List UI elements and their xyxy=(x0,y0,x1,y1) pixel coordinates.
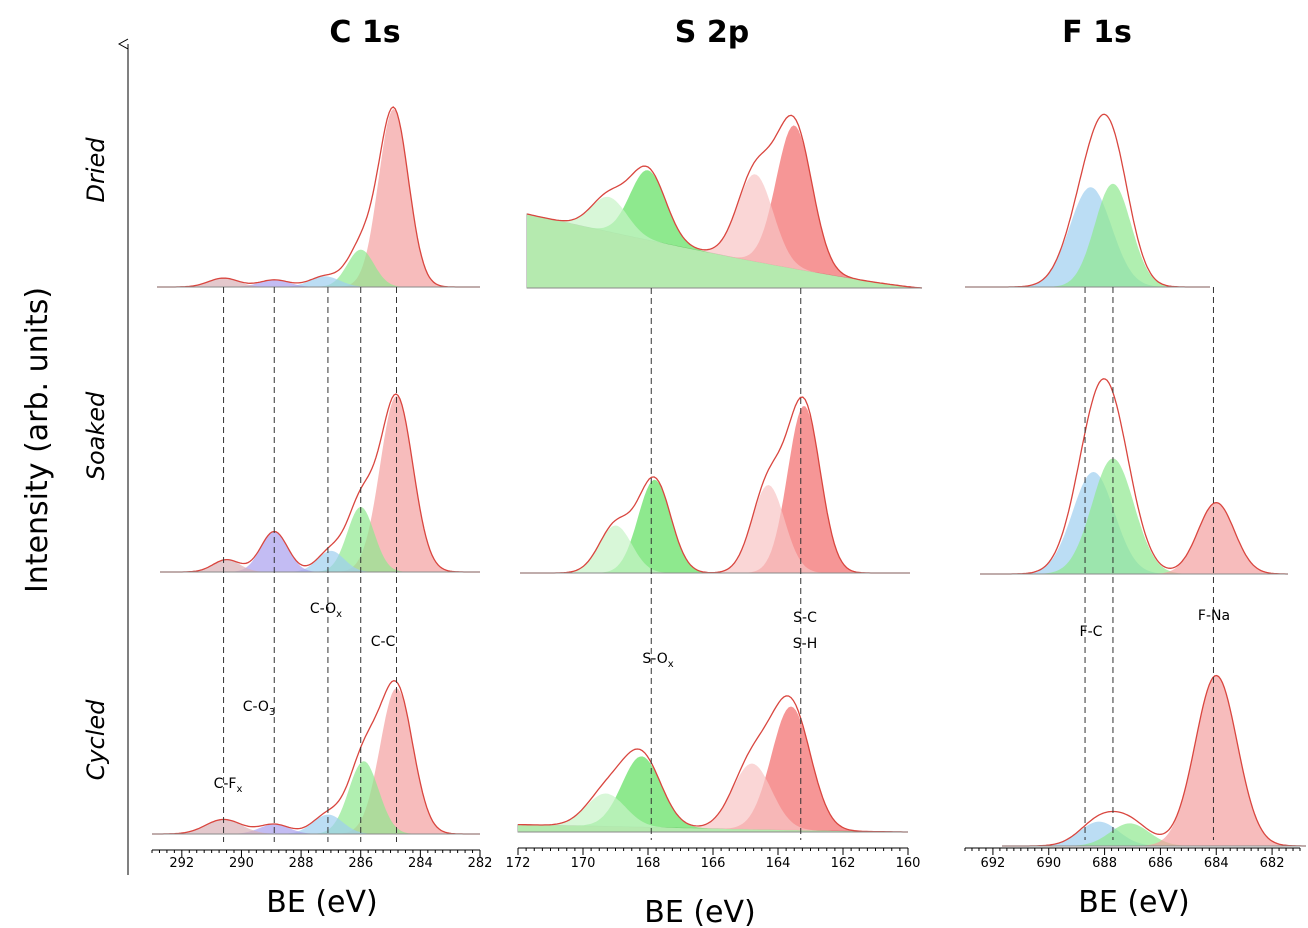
x-tick-label: 160 xyxy=(896,856,921,871)
component-peak xyxy=(965,183,1210,287)
x-tick-label: 164 xyxy=(766,856,791,871)
component-peak xyxy=(152,814,480,834)
spectrum-0-0 xyxy=(157,106,480,288)
spectrum-1-1 xyxy=(520,396,910,574)
component-peak xyxy=(1002,675,1306,846)
spectrum-1-2 xyxy=(517,695,908,833)
peak-label: C-Fx xyxy=(214,776,243,795)
x-tick-label: 282 xyxy=(468,856,493,871)
component-peak xyxy=(520,479,910,573)
x-tick-label: 170 xyxy=(571,856,596,871)
x-axis-label-s2p: BE (eV) xyxy=(644,895,755,928)
fit-envelope xyxy=(520,396,910,574)
x-axis-label-f1s: BE (eV) xyxy=(1078,885,1189,920)
fit-envelope xyxy=(160,393,480,573)
component-peak xyxy=(160,559,480,572)
component-peak xyxy=(157,276,480,287)
component-peak xyxy=(520,485,910,573)
spectrum-0-2 xyxy=(152,680,480,835)
panel-1: 172 170 168 166 164 162 160 S-C S-H S-Ox xyxy=(506,114,923,871)
fit-envelope xyxy=(152,680,480,835)
x-tick-label: 284 xyxy=(408,856,433,871)
fit-envelope xyxy=(518,695,908,833)
row-label-dried: Dried xyxy=(82,137,110,203)
x-tick-label: 688 xyxy=(1092,856,1117,871)
y-axis-label: Intensity (arb. units) xyxy=(20,287,55,593)
component-peak xyxy=(152,688,480,834)
row-label-soaked: Soaked xyxy=(82,391,110,480)
component-peak xyxy=(980,458,1288,574)
x-tick-label: 692 xyxy=(981,856,1006,871)
peak-label: C-C xyxy=(371,634,396,650)
x-tick-label: 168 xyxy=(636,856,661,871)
peak-label: F-Na xyxy=(1198,608,1230,624)
peak-label: C-Ox xyxy=(310,601,342,620)
peak-label: S-H xyxy=(793,636,817,652)
x-tick-label: 288 xyxy=(289,856,314,871)
component-peak xyxy=(160,550,480,572)
x-tick-label: 166 xyxy=(701,856,726,871)
fit-envelope xyxy=(980,378,1288,575)
component-peak xyxy=(965,187,1210,287)
x-tick-label: 682 xyxy=(1260,856,1285,871)
fit-envelope xyxy=(1002,674,1306,847)
peak-label: S-Ox xyxy=(642,651,673,670)
component-peak xyxy=(527,196,922,288)
peak-label: F-C xyxy=(1080,624,1103,640)
x-tick-label: 690 xyxy=(1036,856,1061,871)
spectrum-0-1 xyxy=(160,393,480,573)
spectrum-1-0 xyxy=(526,114,923,289)
spectrum-2-2 xyxy=(1002,674,1306,847)
component-peak xyxy=(520,406,910,573)
panel-title-c1s: C 1s xyxy=(329,15,400,50)
row-label-cycled: Cycled xyxy=(82,699,110,781)
component-peak xyxy=(520,525,910,573)
component-peak xyxy=(518,793,908,832)
panel-title-s2p: S 2p xyxy=(675,15,749,50)
x-tick-label: 290 xyxy=(229,856,254,871)
component-peak xyxy=(1002,821,1306,846)
fit-envelope xyxy=(157,106,480,288)
component-peak xyxy=(160,396,480,572)
x-tick-label: 172 xyxy=(506,856,531,871)
panel-0: 292 290 288 286 284 282 C-C C-Ox C-O3 C-Fx xyxy=(151,106,493,871)
spectrum-2-0 xyxy=(965,113,1210,288)
x-axis-label-c1s: BE (eV) xyxy=(266,885,377,920)
component-peak xyxy=(980,502,1288,574)
peak-label: S-C xyxy=(793,610,817,626)
component-peak xyxy=(152,819,480,834)
peak-label: C-O3 xyxy=(243,699,276,718)
x-tick-label: 286 xyxy=(348,856,373,871)
spectrum-2-1 xyxy=(980,378,1288,575)
x-tick-label: 686 xyxy=(1148,856,1173,871)
x-tick-label: 684 xyxy=(1204,856,1229,871)
component-peak xyxy=(157,278,480,287)
panel-title-f1s: F 1s xyxy=(1062,15,1132,50)
x-tick-label: 292 xyxy=(169,856,194,871)
panel-2: 692 690 688 686 684 682 F-C F-Na xyxy=(964,113,1306,871)
component-peak xyxy=(157,109,480,287)
fit-envelope xyxy=(526,114,923,289)
x-tick-label: 162 xyxy=(831,856,856,871)
component-peak xyxy=(518,706,908,832)
component-peak xyxy=(1002,823,1306,846)
